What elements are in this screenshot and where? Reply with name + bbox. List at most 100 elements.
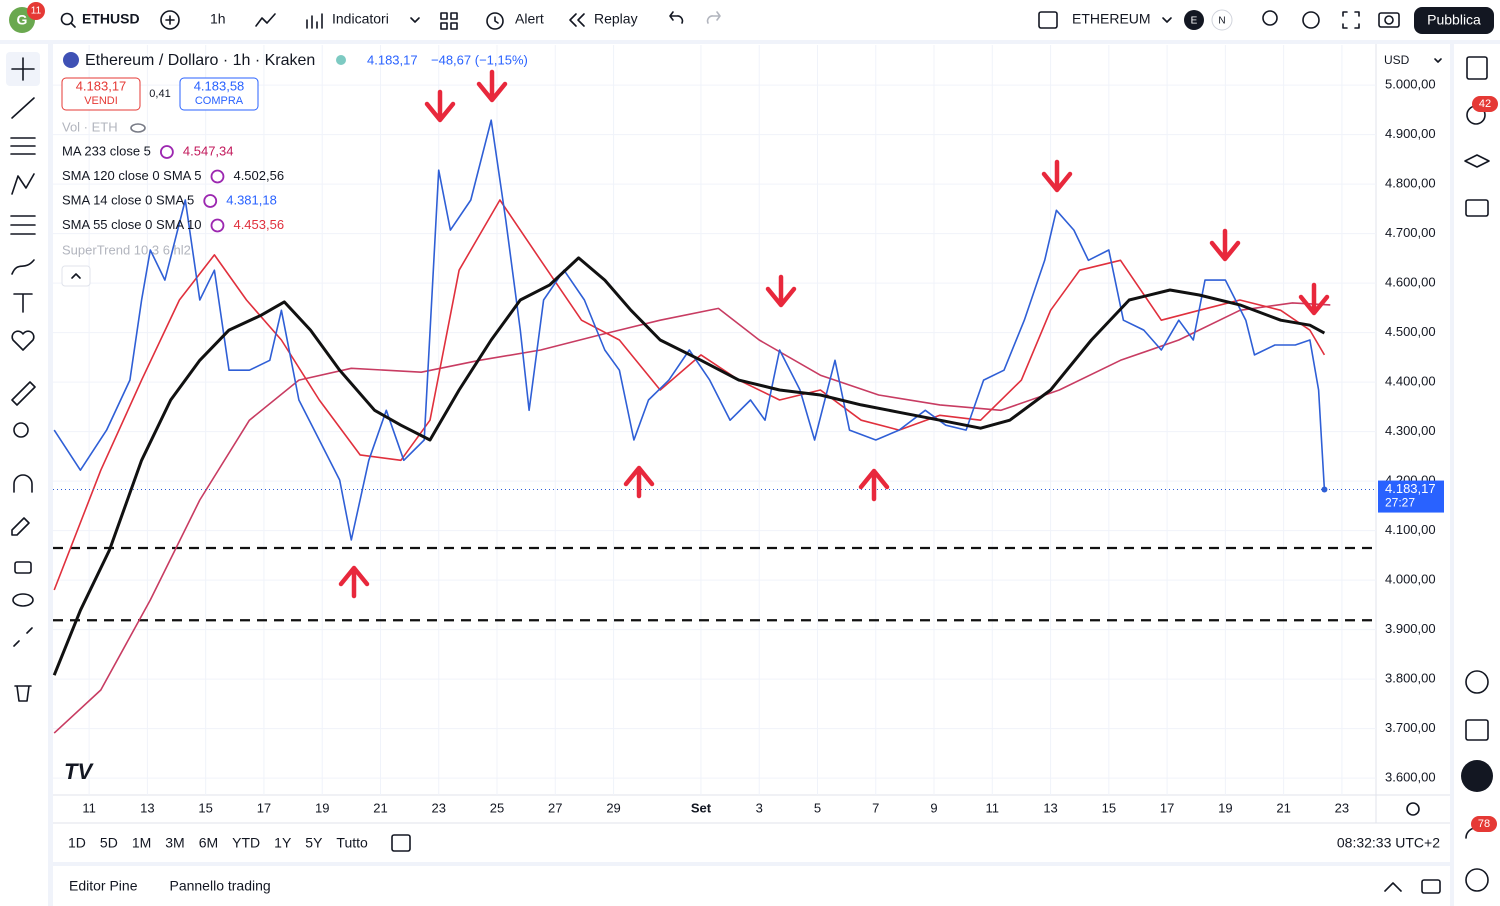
chart-type-icon[interactable]: [255, 13, 276, 27]
indicator-name: SMA 120 close 0 SMA 5: [62, 168, 201, 183]
symbol[interactable]: ETHUSD: [82, 11, 140, 27]
indicator-name: SMA 14 close 0 SMA 5: [62, 192, 194, 207]
hide-tool[interactable]: [12, 593, 34, 607]
countdown: 27:27: [1385, 496, 1415, 510]
calendar[interactable]: [1465, 719, 1489, 741]
range-button[interactable]: 1D: [68, 835, 86, 851]
measure-tool[interactable]: [11, 381, 36, 406]
brush-tool[interactable]: [11, 259, 35, 275]
publish-button[interactable]: [1414, 7, 1494, 34]
stay-drawing[interactable]: [11, 517, 30, 536]
sell-button[interactable]: [61, 77, 141, 111]
add-symbol[interactable]: [160, 10, 180, 30]
watchlist-icon: [1038, 11, 1058, 29]
indicator-value: 4.547,34: [183, 143, 234, 158]
search-icon: [70, 22, 76, 28]
range-button[interactable]: 1M: [132, 835, 151, 851]
forecast-tool[interactable]: [10, 215, 36, 235]
range-button[interactable]: YTD: [232, 835, 260, 851]
watchlist-panel[interactable]: [1466, 56, 1488, 80]
fib-tool[interactable]: [10, 137, 36, 155]
crosshair-tool[interactable]: [11, 57, 35, 81]
indicator-icon[interactable]: [210, 218, 225, 233]
chart-panel: [53, 44, 1450, 862]
y-tick-label: 4.400,00: [1385, 374, 1436, 389]
settings[interactable]: [1302, 11, 1320, 29]
date-range-icon[interactable]: [391, 834, 411, 852]
layouts-icon[interactable]: [440, 12, 458, 30]
currency[interactable]: USD: [1384, 53, 1410, 67]
zoom-tool[interactable]: [13, 422, 29, 438]
alert-icon: [486, 12, 504, 30]
alert-button[interactable]: Alert: [515, 11, 544, 27]
range-button[interactable]: 3M: [165, 835, 184, 851]
y-tick-label: 3.900,00: [1385, 621, 1436, 636]
help[interactable]: [1465, 868, 1489, 892]
y-tick-label: 5.000,00: [1385, 77, 1436, 92]
last-price-dot: [1321, 486, 1328, 493]
x-tick-label: 11: [82, 800, 96, 815]
indicator-icon[interactable]: [210, 169, 225, 184]
magnet-tool[interactable]: [13, 474, 33, 493]
range-button[interactable]: 1Y: [274, 835, 292, 851]
watchlist-name[interactable]: ETHEREUM: [1072, 11, 1151, 27]
annotation-arrow: [1041, 159, 1073, 193]
range-button[interactable]: Tutto: [336, 835, 368, 851]
indicator-icon[interactable]: [159, 145, 174, 159]
market-status: [336, 55, 346, 65]
avatar-badge-text: 11: [31, 6, 42, 17]
add-symbol: [165, 15, 175, 25]
products[interactable]: [1461, 760, 1493, 792]
x-tick-label: 19: [1218, 800, 1232, 815]
sidebar-icons: 42 78: [1461, 56, 1498, 892]
text-tool[interactable]: [13, 293, 33, 313]
interval[interactable]: 1h: [210, 11, 226, 27]
hidden-icon[interactable]: [130, 123, 146, 133]
search-icon: [60, 12, 74, 26]
quick-search[interactable]: [1262, 10, 1278, 26]
bottom-tab[interactable]: Editor Pine: [69, 878, 138, 894]
replay-button[interactable]: Replay: [594, 11, 638, 27]
x-tick-label: Set: [691, 800, 712, 815]
range-button[interactable]: 6M: [199, 835, 218, 851]
indicators-icon: [306, 13, 323, 29]
x-tick-label: 23: [432, 800, 446, 815]
x-tick-label: 15: [1102, 800, 1116, 815]
delete-tool[interactable]: [14, 685, 32, 702]
object-tree[interactable]: [1464, 154, 1490, 168]
dropdown[interactable]: [410, 17, 420, 23]
collapse-legend[interactable]: [61, 265, 91, 287]
snapshot[interactable]: [1378, 12, 1400, 28]
axis-settings[interactable]: [1406, 802, 1420, 816]
undo[interactable]: [669, 11, 684, 24]
range-button[interactable]: 5Y: [305, 835, 323, 851]
collapse-icon: [71, 273, 81, 279]
trendline-tool[interactable]: [11, 97, 35, 119]
maximize-panel[interactable]: [1421, 879, 1441, 894]
alerts-badge-text: 42: [1479, 98, 1491, 110]
indicators-button[interactable]: Indicatori: [332, 11, 389, 27]
clock: 08:32:33 UTC+2: [1337, 835, 1440, 851]
buy-button[interactable]: [179, 77, 259, 111]
news-badge: [1211, 9, 1233, 31]
dropdown[interactable]: [1162, 17, 1172, 23]
lock-tool[interactable]: [14, 561, 32, 574]
fullscreen[interactable]: [1342, 11, 1360, 29]
redo[interactable]: [706, 11, 721, 24]
annotation-arrow: [424, 89, 456, 123]
indicator-icon[interactable]: [203, 194, 218, 208]
spread: 0,41: [149, 88, 170, 100]
exchange-badge: [1184, 10, 1204, 30]
link-tool[interactable]: [13, 627, 33, 647]
hotlists[interactable]: [1465, 670, 1489, 694]
range-button[interactable]: 5D: [100, 835, 118, 851]
drawing-tools: [6, 52, 40, 702]
pattern-tool[interactable]: [11, 173, 35, 195]
indicator-value: 4.453,56: [233, 217, 284, 232]
x-tick-label: 23: [1335, 800, 1349, 815]
chat-panel[interactable]: [1465, 199, 1489, 217]
bottom-tab[interactable]: Pannello trading: [169, 878, 270, 894]
x-tick-label: 21: [373, 800, 387, 815]
expand-panel[interactable]: [1384, 882, 1402, 892]
icon-tool[interactable]: [11, 330, 35, 351]
